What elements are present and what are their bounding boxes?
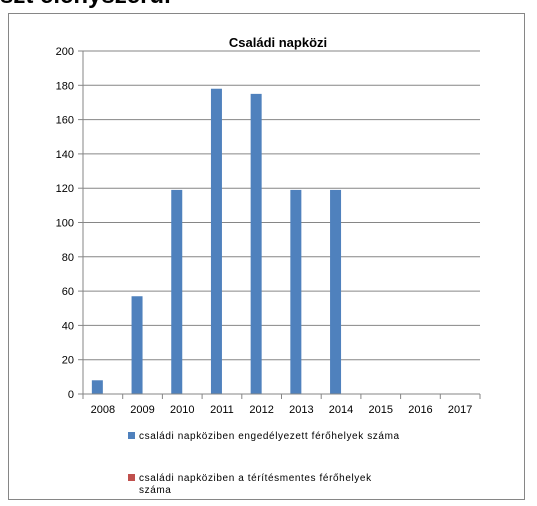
y-tick-label: 160: [56, 115, 74, 127]
y-tick-label: 120: [56, 183, 74, 195]
bar-2011-series-1: [210, 88, 222, 394]
y-tick-label: 180: [56, 80, 74, 92]
bar-2013-series-1: [290, 189, 302, 394]
legend-label: családi napköziben a térítésmentes férőh…: [139, 473, 372, 496]
chart-title: Családi napközi: [229, 35, 327, 50]
y-tick-label: 60: [62, 286, 74, 298]
y-tick-label: 140: [56, 149, 74, 161]
bar-2014-series-1: [330, 189, 342, 394]
x-tick-label: 2016: [408, 404, 432, 416]
axes: 0 20 40 60 80 100 120 140 160 180 200 2008 2009 2010 2…: [56, 46, 481, 416]
chart-frame: Családi napközi 0 20 40 60 80 100 120 140 160 180…: [8, 13, 525, 500]
y-tick-label: 40: [62, 320, 74, 332]
x-tick-label: 2009: [130, 404, 154, 416]
gridlines: [83, 50, 480, 361]
bar-chart: Családi napközi 0 20 40 60 80 100 120 140 160 180…: [56, 35, 481, 496]
x-tick-label: 2012: [249, 404, 273, 416]
y-tick-label: 80: [62, 252, 74, 264]
bar-2012-series-1: [250, 93, 262, 394]
bar-2009-series-1: [131, 296, 143, 394]
x-tick-label: 2017: [448, 404, 472, 416]
x-tick-label: 2014: [329, 404, 353, 416]
x-tick-label: 2015: [369, 404, 393, 416]
bar-2010-series-1: [171, 189, 183, 394]
y-tick-label: 200: [56, 46, 74, 58]
legend-swatch: [128, 432, 135, 439]
x-tick-label: 2011: [210, 404, 234, 416]
bar-2008-series-1: [91, 380, 103, 394]
legend: családi napköziben engedélyezett férőhel…: [128, 431, 400, 496]
y-tick-label: 0: [68, 389, 74, 401]
x-tick-label: 2013: [289, 404, 313, 416]
legend-label: családi napköziben engedélyezett férőhel…: [139, 431, 400, 442]
y-tick-label: 20: [62, 355, 74, 367]
bars: [91, 88, 342, 394]
y-tick-label: 100: [56, 218, 74, 230]
x-tick-label: 2008: [91, 404, 115, 416]
x-tick-label: 2010: [170, 404, 194, 416]
legend-swatch: [128, 474, 135, 481]
page-heading: szt elenyszerul: [0, 0, 537, 12]
